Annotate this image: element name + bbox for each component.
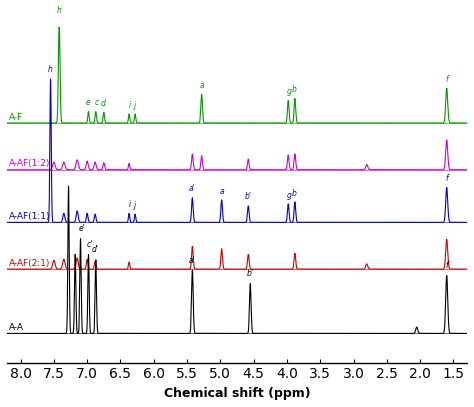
Text: g: g bbox=[286, 190, 292, 199]
Text: f: f bbox=[446, 261, 448, 270]
Text: a': a' bbox=[189, 256, 196, 265]
Text: i: i bbox=[129, 101, 131, 110]
Text: c': c' bbox=[87, 240, 93, 249]
Text: A-A: A-A bbox=[9, 323, 24, 332]
Text: g: g bbox=[286, 87, 292, 96]
Text: f: f bbox=[446, 75, 448, 84]
Text: e': e' bbox=[78, 224, 85, 233]
Text: a': a' bbox=[189, 184, 196, 193]
Text: a: a bbox=[200, 81, 204, 90]
Text: h: h bbox=[48, 65, 53, 74]
Text: j: j bbox=[133, 101, 136, 110]
Text: b': b' bbox=[247, 269, 254, 278]
Text: a: a bbox=[219, 186, 224, 195]
Text: A-F: A-F bbox=[9, 113, 23, 122]
Text: h: h bbox=[57, 6, 62, 15]
Text: d: d bbox=[101, 99, 106, 108]
Text: e: e bbox=[86, 98, 91, 107]
Text: i: i bbox=[129, 201, 131, 210]
Text: j: j bbox=[133, 201, 136, 210]
Text: b: b bbox=[292, 85, 297, 94]
X-axis label: Chemical shift (ppm): Chemical shift (ppm) bbox=[164, 387, 310, 400]
Text: A-AF(2:1): A-AF(2:1) bbox=[9, 259, 50, 268]
Text: A-AF(1:1): A-AF(1:1) bbox=[9, 212, 50, 221]
Text: c: c bbox=[94, 98, 99, 107]
Text: f: f bbox=[446, 174, 448, 183]
Text: b': b' bbox=[245, 192, 252, 201]
Text: d': d' bbox=[91, 245, 99, 254]
Text: b: b bbox=[292, 188, 297, 197]
Text: A-AF(1:2): A-AF(1:2) bbox=[9, 159, 50, 168]
